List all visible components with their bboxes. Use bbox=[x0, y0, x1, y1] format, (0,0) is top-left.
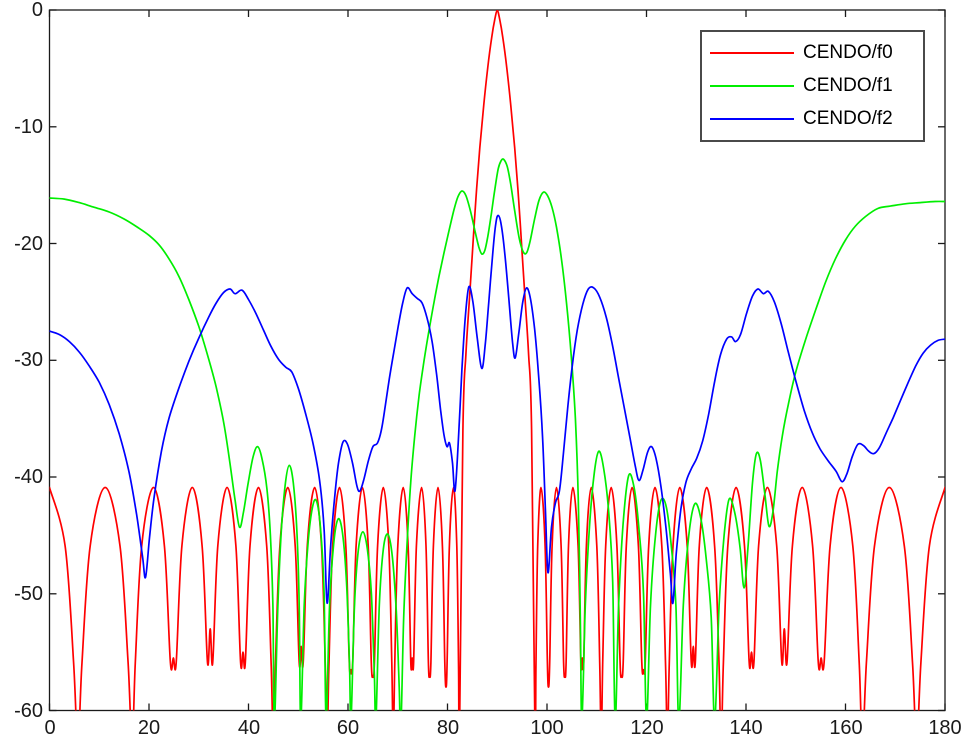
y-tick-label: -20 bbox=[14, 233, 43, 255]
x-tick-label: 100 bbox=[530, 717, 564, 739]
x-tick-label: 120 bbox=[630, 717, 664, 739]
legend-line-sample-f0 bbox=[710, 51, 794, 54]
legend-label: CENDO/f2 bbox=[803, 108, 893, 130]
legend-line-sample-f2 bbox=[710, 118, 794, 121]
legend-label: CENDO/f1 bbox=[803, 74, 893, 96]
x-tick-label: 40 bbox=[237, 717, 261, 739]
y-tick-label: -10 bbox=[14, 116, 43, 138]
series-curves bbox=[49, 10, 945, 711]
x-tick-label: 20 bbox=[137, 717, 161, 739]
x-tick-label: 60 bbox=[336, 717, 360, 739]
legend-entry: CENDO/f1 bbox=[702, 75, 923, 97]
series-line-cendo-f2 bbox=[49, 214, 945, 605]
legend-entry: CENDO/f2 bbox=[702, 108, 923, 130]
legend-label: CENDO/f0 bbox=[803, 41, 893, 63]
y-tick-label: -60 bbox=[14, 700, 43, 722]
x-tick-label: 160 bbox=[829, 717, 863, 739]
y-tick-label: 0 bbox=[31, 0, 43, 21]
x-tick-label: 80 bbox=[436, 717, 460, 739]
y-tick-label: -30 bbox=[14, 349, 43, 371]
x-tick-label: 0 bbox=[44, 717, 56, 739]
legend-entry: CENDO/f0 bbox=[702, 42, 923, 64]
legend: CENDO/f0 CENDO/f1 CENDO/f2 bbox=[700, 30, 925, 142]
x-tick-label: 180 bbox=[928, 717, 962, 739]
legend-line-sample-f1 bbox=[710, 84, 794, 87]
series-line-cendo-f1 bbox=[49, 158, 945, 711]
x-tick-label: 140 bbox=[729, 717, 763, 739]
y-tick-label: -50 bbox=[14, 583, 43, 605]
y-tick-label: -40 bbox=[14, 466, 43, 488]
series-line-cendo-f0 bbox=[49, 10, 945, 711]
